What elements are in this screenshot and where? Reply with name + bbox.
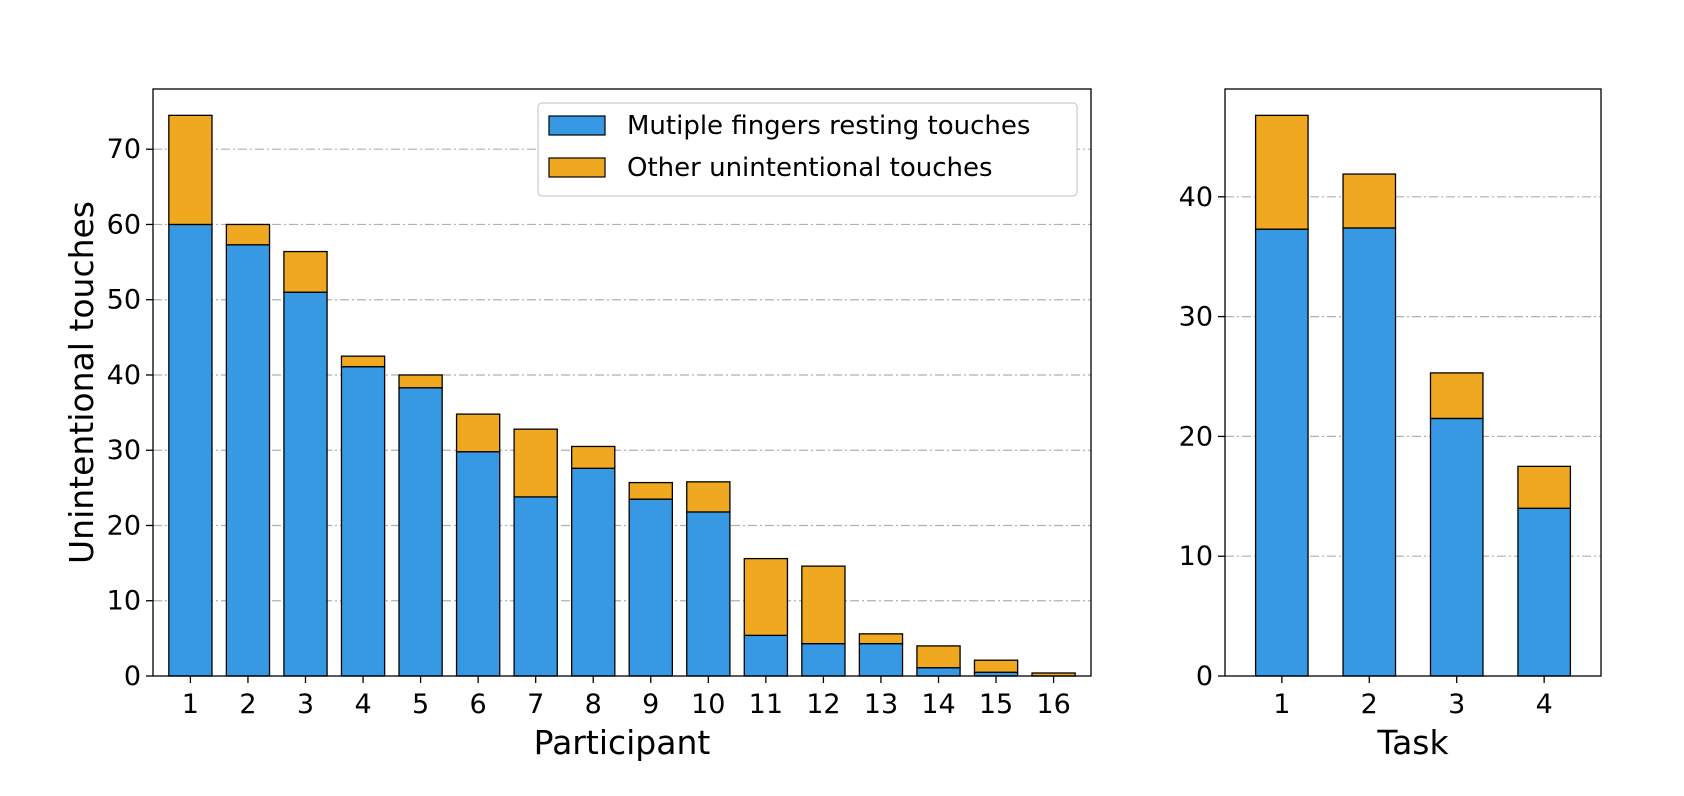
y-axis-title: Unintentional touches xyxy=(62,201,101,564)
task-chart: 0 10 20 30 40 1 2 3 4 Task xyxy=(1179,88,1602,762)
bar-segment xyxy=(686,481,731,513)
bar-segment xyxy=(743,557,789,637)
y-tick-label: 50 xyxy=(107,285,141,316)
legend: Mutiple fingers resting touches Other uni… xyxy=(537,102,1078,197)
bar-segment xyxy=(168,223,213,677)
x-axis-title: Task xyxy=(1376,723,1449,762)
bar-segment xyxy=(1254,114,1309,230)
bar-segment xyxy=(858,642,904,677)
x-tick-label: 6 xyxy=(470,689,487,720)
bar-segment xyxy=(743,634,789,677)
x-tick-label: 2 xyxy=(239,689,256,720)
y-tick-label: 0 xyxy=(1196,661,1213,692)
bar-segment xyxy=(340,355,386,368)
bar-segment xyxy=(628,481,674,500)
x-tick-label: 3 xyxy=(1448,689,1465,720)
y-tick-label: 30 xyxy=(1179,302,1213,333)
x-tick-label: 3 xyxy=(297,689,314,720)
bar-segment xyxy=(398,374,443,389)
bar-segment xyxy=(283,291,328,677)
x-tick-label: 7 xyxy=(527,689,544,720)
bar-segment xyxy=(168,114,213,226)
plot-frame xyxy=(1224,88,1602,677)
bar-segment xyxy=(1342,227,1397,677)
legend-label: Mutiple fingers resting touches xyxy=(627,111,1030,141)
bar-segment xyxy=(455,451,501,677)
bar-segment xyxy=(513,496,558,677)
bar-segment xyxy=(1517,465,1572,509)
y-tick-label: 10 xyxy=(107,586,141,617)
bar-segment xyxy=(628,498,674,677)
x-tick-label: 1 xyxy=(182,689,199,720)
y-tick-label: 20 xyxy=(1179,421,1213,452)
bar-segment xyxy=(570,467,616,677)
bar-segment xyxy=(858,633,904,645)
bar-segment xyxy=(1429,417,1484,677)
y-tick-label: 0 xyxy=(124,661,141,692)
x-tick-label: 5 xyxy=(412,689,429,720)
bar-segment xyxy=(570,445,616,469)
bar-segment xyxy=(283,250,328,293)
bar-segment xyxy=(1342,173,1397,229)
y-tick-label: 40 xyxy=(107,360,141,391)
x-tick-label: 11 xyxy=(749,689,783,720)
x-tick-label: 15 xyxy=(979,689,1013,720)
bar-segment xyxy=(916,667,961,677)
bar-segment xyxy=(686,511,731,677)
x-axis-title: Participant xyxy=(534,723,711,762)
bar-segment xyxy=(801,565,846,645)
bar-segment xyxy=(916,645,961,669)
y-tick-label: 60 xyxy=(107,209,141,240)
bar-segment xyxy=(973,659,1019,673)
bar-segment xyxy=(1254,228,1309,677)
bar-segment xyxy=(225,244,271,677)
y-tick-label: 70 xyxy=(107,134,141,165)
x-tick-label: 14 xyxy=(921,689,955,720)
legend-box xyxy=(537,102,1078,197)
x-tick-label: 1 xyxy=(1273,689,1290,720)
x-tick-label: 9 xyxy=(642,689,659,720)
bar-segment xyxy=(801,642,846,677)
bar-segment xyxy=(225,223,271,246)
plot-frame xyxy=(152,88,1092,677)
x-tick-label: 13 xyxy=(864,689,898,720)
y-tick-label: 30 xyxy=(107,435,141,466)
x-tick-label: 4 xyxy=(354,689,371,720)
x-tick-label: 12 xyxy=(806,689,840,720)
x-tick-label: 10 xyxy=(691,689,725,720)
bar-segment xyxy=(398,387,443,677)
legend-label: Other unintentional touches xyxy=(627,153,993,183)
x-tick-label: 4 xyxy=(1536,689,1553,720)
bar-segment xyxy=(1429,372,1484,420)
x-tick-label: 2 xyxy=(1361,689,1378,720)
y-tick-label: 40 xyxy=(1179,182,1213,213)
y-tick-label: 20 xyxy=(107,510,141,541)
x-tick-label: 8 xyxy=(585,689,602,720)
legend-swatch xyxy=(548,115,606,136)
bar-segment xyxy=(513,428,558,498)
y-tick-label: 10 xyxy=(1179,541,1213,572)
bar-segment xyxy=(455,413,501,453)
bar-segment xyxy=(1517,507,1572,677)
bar-segment xyxy=(340,366,386,677)
legend-swatch xyxy=(548,157,606,178)
x-tick-label: 16 xyxy=(1036,689,1070,720)
